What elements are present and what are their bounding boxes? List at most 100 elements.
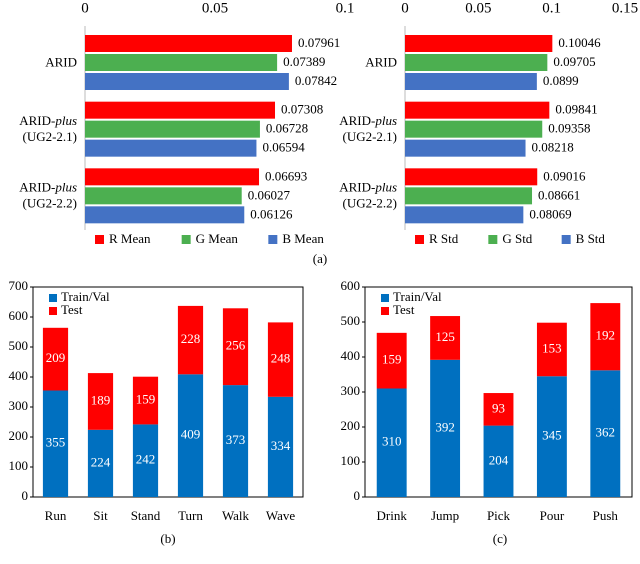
x-tick-label: Jump	[431, 508, 459, 523]
value-label: 228	[181, 331, 201, 346]
value-label: 0.06693	[265, 168, 307, 183]
value-label: 0.08661	[538, 187, 580, 202]
bar	[405, 139, 526, 157]
value-label: 159	[382, 352, 402, 367]
bar-segment	[42, 390, 69, 497]
value-label: 0.10046	[558, 35, 601, 50]
y-tick-label: 500	[341, 313, 361, 328]
value-label: 153	[542, 340, 562, 355]
value-label: 0.09841	[555, 102, 597, 117]
legend-marker	[381, 307, 389, 315]
y-tick-label: 300	[9, 398, 29, 413]
value-label: 0.07961	[298, 35, 340, 50]
bar	[85, 139, 257, 157]
bar-segment	[222, 385, 249, 497]
x-tick-label: Run	[45, 508, 67, 523]
y-tick-label: ARID	[365, 54, 397, 69]
bar-segment	[483, 393, 514, 426]
legend-label: Train/Val	[61, 289, 110, 304]
legend-label: G Mean	[196, 231, 239, 246]
legend-marker	[415, 235, 424, 244]
value-label: 409	[181, 427, 201, 442]
bar-segment	[483, 425, 514, 497]
value-label: 355	[46, 435, 66, 450]
x-tick-label: Pick	[487, 508, 511, 523]
value-label: 256	[226, 338, 246, 353]
x-tick-label: Pour	[540, 508, 565, 523]
bar-segment	[132, 424, 159, 497]
legend-label: B Mean	[282, 231, 324, 246]
bar-segment	[132, 376, 159, 425]
x-tick-label: 0.05	[202, 0, 228, 16]
x-tick-label: Push	[593, 508, 619, 523]
bar	[405, 73, 537, 90]
legend-label: Test	[393, 302, 415, 317]
bar-segment	[536, 376, 567, 497]
value-label: 224	[91, 454, 111, 469]
bar-segment	[267, 322, 294, 397]
legend-marker	[49, 294, 57, 302]
bar	[85, 101, 276, 119]
legend-label: R Mean	[109, 231, 151, 246]
value-label: 0.09705	[553, 54, 595, 69]
value-label: 0.08218	[532, 140, 574, 155]
value-label: 0.07389	[283, 54, 325, 69]
bar	[85, 73, 289, 90]
legend-marker	[268, 235, 278, 244]
bar-segment	[590, 370, 621, 497]
legend-label: Test	[61, 302, 83, 317]
y-tick-label: 200	[9, 428, 29, 443]
caption: (b)	[160, 531, 175, 546]
x-tick-label: 0.1	[542, 0, 561, 16]
value-label: 159	[136, 392, 156, 407]
caption: (a)	[313, 251, 327, 266]
legend-label: Train/Val	[393, 289, 442, 304]
bar-segment	[590, 303, 621, 371]
value-label: 0.06728	[266, 121, 308, 136]
value-label: 93	[492, 400, 505, 415]
bar-segment	[430, 359, 461, 497]
y-tick-label: 600	[9, 308, 29, 323]
bar-segment	[177, 305, 204, 375]
legend-marker	[381, 294, 389, 302]
value-label: 0.09358	[548, 121, 590, 136]
value-label: 0.08069	[529, 206, 571, 221]
value-label: 192	[596, 328, 616, 343]
legend-label: G Std	[502, 231, 532, 246]
x-tick-label: Turn	[178, 508, 203, 523]
bar	[405, 206, 524, 224]
bar	[85, 35, 292, 52]
value-label: 373	[226, 432, 246, 447]
bar	[405, 120, 543, 138]
y-tick-label: ARID-plus (UG2-2.1)	[19, 113, 77, 144]
value-label: 204	[489, 452, 509, 467]
bar	[85, 206, 245, 224]
value-label: 0.07842	[295, 73, 337, 88]
value-label: 0.06594	[262, 140, 305, 155]
x-tick-label: 0.05	[465, 0, 491, 16]
y-tick-label: ARID-plus (UG2-2.1)	[339, 113, 397, 144]
bar-segment	[87, 429, 114, 497]
value-label: 362	[596, 425, 616, 440]
y-tick-label: 500	[9, 338, 29, 353]
bar	[405, 168, 538, 186]
bar-segment	[267, 396, 294, 497]
x-tick-label: 0	[81, 0, 89, 16]
legend-marker	[561, 235, 571, 244]
bar-segment	[430, 316, 461, 360]
bar	[405, 101, 550, 119]
value-label: 334	[271, 438, 291, 453]
bar-segment	[376, 332, 407, 389]
y-tick-label: 0	[22, 488, 29, 503]
value-label: 310	[382, 434, 402, 449]
x-tick-label: Stand	[131, 508, 161, 523]
bar	[85, 120, 260, 138]
legend-label: R Std	[429, 231, 459, 246]
value-label: 0.07308	[281, 102, 323, 117]
x-tick-label: Walk	[222, 508, 250, 523]
y-tick-label: ARID-plus (UG2-2.2)	[339, 180, 397, 211]
bar-segment	[376, 388, 407, 497]
y-tick-label: ARID	[45, 54, 77, 69]
bar-segment	[177, 374, 204, 497]
